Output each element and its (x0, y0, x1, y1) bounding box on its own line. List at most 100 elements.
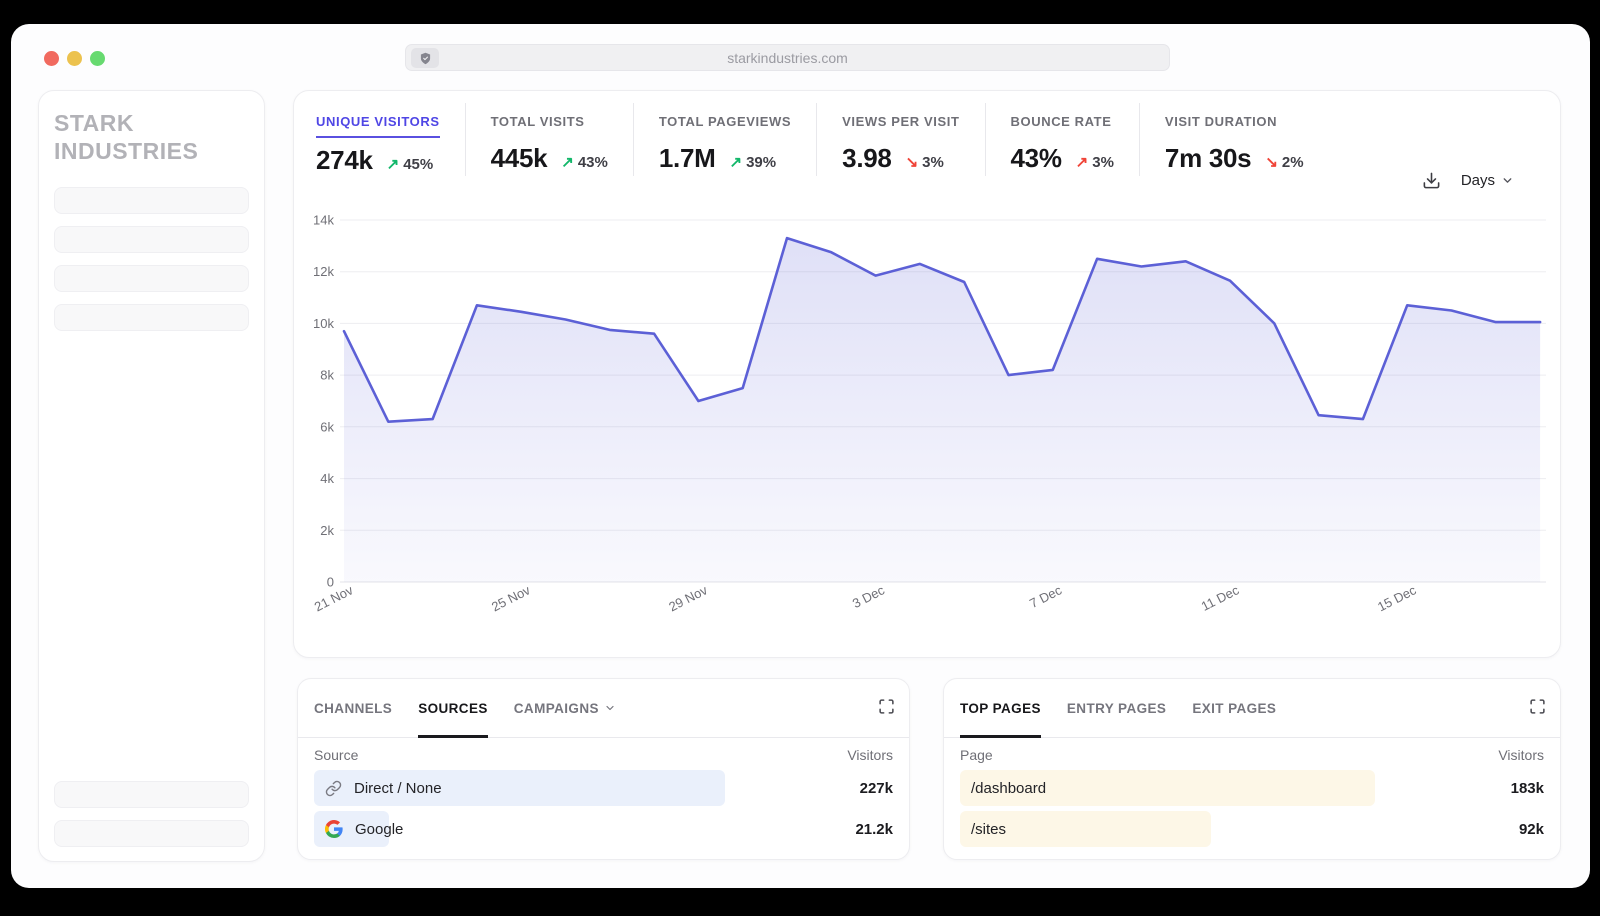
shield-icon[interactable] (411, 48, 439, 68)
metric-change: ↗ 3% (1076, 153, 1114, 171)
tab-sources[interactable]: SOURCES (418, 679, 488, 738)
metric-label: UNIQUE VISITORS (316, 114, 440, 138)
row-value: 183k (1510, 779, 1544, 797)
tab-channels[interactable]: CHANNELS (314, 700, 393, 716)
area-fill (344, 238, 1541, 582)
metric-bounce-rate[interactable]: BOUNCE RATE 43% ↗ 3% (984, 103, 1139, 176)
metric-value: 274k (316, 145, 373, 175)
row-label: Google (355, 820, 404, 838)
window-controls (44, 51, 105, 66)
sidebar-nav-placeholder[interactable] (54, 226, 249, 253)
x-axis-tick: 7 Dec (1027, 582, 1065, 611)
metric-change: ↗ 45% (387, 155, 434, 173)
brand-logo: STARK INDUSTRIES (54, 109, 249, 165)
trend-up-arrow-icon: ↗ (1075, 154, 1089, 171)
row-value: 21.2k (855, 820, 893, 838)
metric-change: ↗ 43% (561, 153, 608, 171)
value-bar (960, 811, 1212, 847)
metric-value: 7m 30s (1164, 143, 1252, 173)
top-pages-card: TOP PAGES ENTRY PAGES EXIT PAGES Page Visito… (943, 678, 1561, 860)
expand-icon (1529, 698, 1546, 715)
metric-label: VIEWS PER VISIT (842, 114, 960, 129)
metric-views-per-visit[interactable]: VIEWS PER VISIT 3.98 ↘ 3% (816, 103, 984, 176)
interval-dropdown[interactable]: Days (1461, 172, 1514, 189)
sidebar-nav-placeholder[interactable] (54, 265, 249, 292)
metric-change-pct: 3% (1092, 154, 1114, 171)
minimize-window-button[interactable] (67, 51, 82, 66)
card-tabs: CHANNELS SOURCES CAMPAIGNS (298, 679, 909, 738)
table-header: Page Visitors (944, 738, 1560, 763)
table-row[interactable]: Google 21.2k (314, 811, 893, 847)
browser-window: starkindustries.com STARK INDUSTRIES UNI… (11, 24, 1590, 888)
metric-value: 1.7M (658, 143, 716, 173)
url-bar[interactable]: starkindustries.com (405, 44, 1170, 71)
x-axis-tick: 29 Nov (666, 582, 710, 614)
table-header: Source Visitors (298, 738, 909, 763)
tab-campaigns[interactable]: CAMPAIGNS (514, 679, 616, 737)
column-header-left: Source (314, 747, 359, 763)
y-axis-tick: 10k (313, 316, 334, 331)
tab-exit-pages[interactable]: EXIT PAGES (1192, 700, 1277, 716)
y-axis-tick: 0 (327, 575, 334, 590)
sidebar-footer-placeholder[interactable] (54, 820, 249, 847)
value-bar (314, 770, 726, 806)
metrics-row: UNIQUE VISITORS 274k ↗ 45% TOTAL VISITS 445k ↗… (316, 103, 1329, 176)
x-axis-tick: 11 Dec (1199, 582, 1242, 614)
metric-change-pct: 39% (746, 154, 777, 171)
sidebar: STARK INDUSTRIES (38, 90, 265, 862)
interval-label: Days (1460, 172, 1495, 189)
tab-entry-pages[interactable]: ENTRY PAGES (1066, 700, 1167, 716)
trend-up-arrow-icon: ↗ (561, 154, 574, 171)
metric-label: BOUNCE RATE (1010, 114, 1112, 129)
brand-line-2: INDUSTRIES (54, 138, 199, 164)
metric-unique-visitors[interactable]: UNIQUE VISITORS 274k ↗ 45% (316, 103, 465, 176)
y-axis-tick: 2k (320, 523, 334, 538)
metric-change: ↘ 2% (1265, 153, 1303, 171)
table-row[interactable]: /dashboard 183k (960, 770, 1544, 806)
metric-label: VISIT DURATION (1164, 114, 1278, 129)
metric-change-pct: 2% (1281, 154, 1304, 171)
metric-visit-duration[interactable]: VISIT DURATION 7m 30s ↘ 2% (1138, 103, 1329, 176)
metric-label: TOTAL VISITS (490, 114, 585, 129)
table-row[interactable]: /sites 92k (960, 811, 1544, 847)
chart-controls: Days (1422, 171, 1514, 190)
x-axis-tick: 3 Dec (850, 582, 888, 611)
sidebar-nav-placeholder[interactable] (54, 187, 249, 214)
row-label: /sites (971, 820, 1007, 838)
tab-top-pages[interactable]: TOP PAGES (960, 679, 1041, 738)
download-button[interactable] (1422, 171, 1441, 190)
column-header-right: Visitors (1498, 747, 1544, 763)
trend-up-arrow-icon: ↗ (386, 156, 400, 173)
trend-down-arrow-icon: ↘ (1265, 154, 1278, 171)
visitors-line (342, 236, 1542, 423)
close-window-button[interactable] (44, 51, 59, 66)
y-axis-tick: 12k (313, 264, 334, 279)
trend-up-arrow-icon: ↗ (729, 154, 743, 171)
metric-total-pageviews[interactable]: TOTAL PAGEVIEWS 1.7M ↗ 39% (632, 103, 816, 176)
brand-line-1: STARK (54, 110, 135, 136)
y-axis-tick: 4k (320, 471, 334, 486)
card-tabs: TOP PAGES ENTRY PAGES EXIT PAGES (944, 679, 1560, 738)
zoom-window-button[interactable] (90, 51, 105, 66)
metric-label: TOTAL PAGEVIEWS (658, 114, 792, 129)
expand-button[interactable] (878, 698, 895, 715)
sidebar-footer-placeholder[interactable] (54, 781, 249, 808)
row-label: Direct / None (354, 779, 442, 797)
y-axis-tick: 14k (313, 213, 334, 228)
sidebar-nav-placeholder[interactable] (54, 304, 249, 331)
metric-total-visits[interactable]: TOTAL VISITS 445k ↗ 43% (464, 103, 633, 176)
table-row[interactable]: Direct / None 227k (314, 770, 893, 806)
expand-button[interactable] (1529, 698, 1546, 715)
x-axis-tick: 25 Nov (489, 582, 533, 614)
x-axis-tick: 15 Dec (1375, 582, 1419, 614)
row-label: /dashboard (971, 779, 1047, 797)
metric-value: 43% (1010, 143, 1062, 173)
chevron-down-icon (1503, 178, 1512, 183)
link-icon (325, 780, 342, 797)
metric-change-pct: 43% (577, 154, 608, 171)
table-rows: /dashboard 183k/sites 92k (944, 763, 1560, 847)
sidebar-nav-placeholders (54, 187, 249, 331)
analytics-panel: UNIQUE VISITORS 274k ↗ 45% TOTAL VISITS 445k ↗… (293, 90, 1561, 658)
metric-change-pct: 45% (403, 156, 434, 173)
